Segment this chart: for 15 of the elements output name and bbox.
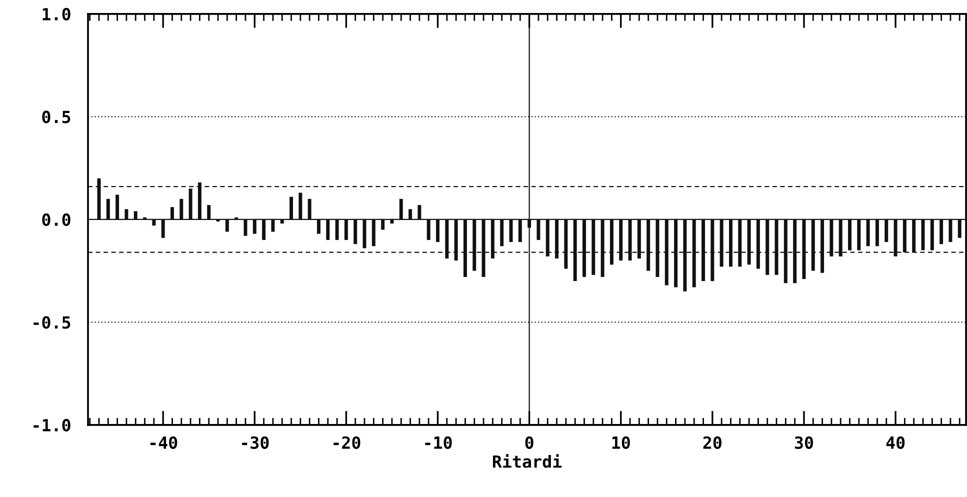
x-tick-label: 0: [525, 436, 534, 449]
y-tick-label: 0.5: [42, 110, 70, 124]
x-tick-label: 20: [703, 436, 722, 449]
x-tick-label: -10: [425, 436, 452, 449]
x-tick-label: -30: [242, 436, 269, 449]
y-tick-label: -0.5: [34, 316, 70, 329]
y-tick-label: -1.0: [34, 418, 70, 432]
x-tick-label: -40: [150, 436, 178, 449]
x-tick-label: 10: [612, 436, 630, 449]
x-tick-label: -20: [334, 436, 360, 449]
x-tick-label: 30: [794, 436, 814, 449]
x-axis-title: Ritardi: [492, 454, 562, 468]
y-tick-label: 1.0: [42, 8, 70, 20]
x-tick-label: 40: [886, 436, 905, 449]
y-tick-label: 0.0: [42, 213, 70, 226]
